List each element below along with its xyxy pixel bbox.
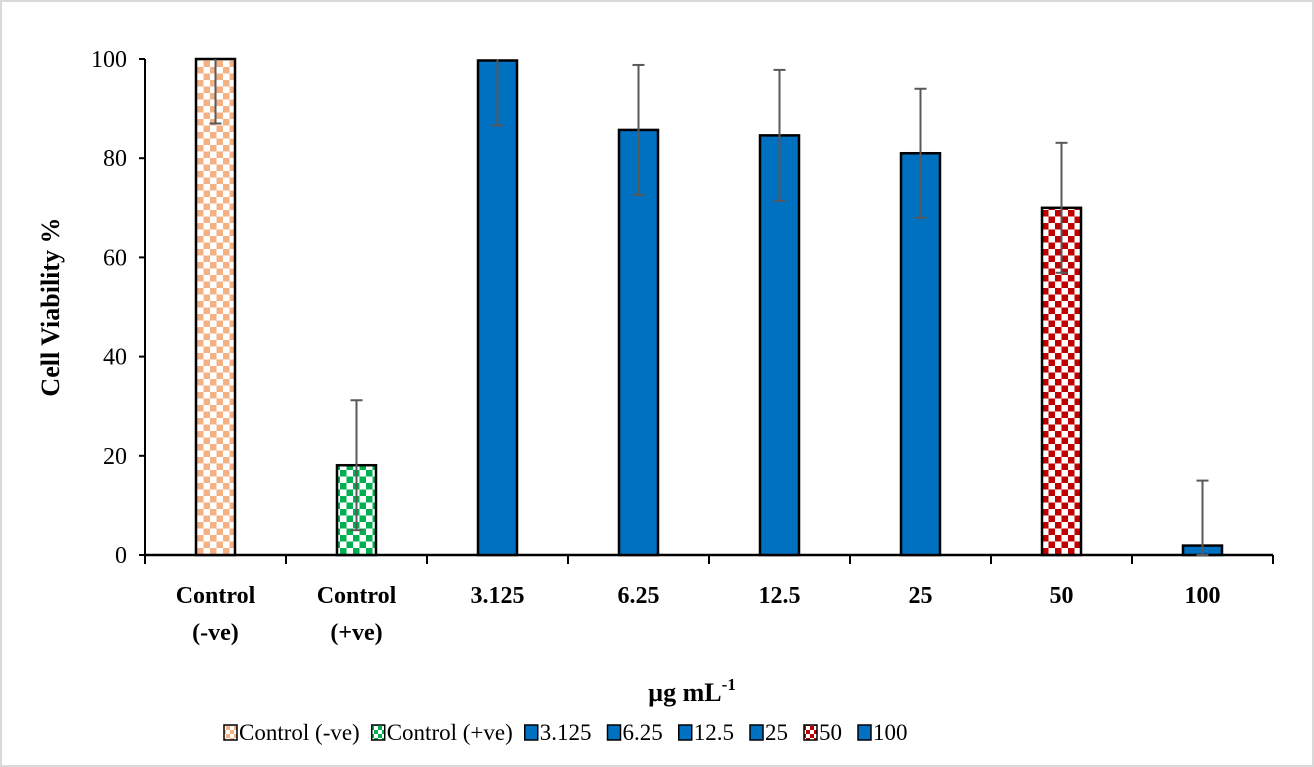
error-bar — [491, 59, 504, 127]
y-tick-label: 0 — [115, 543, 127, 569]
bar-6.25 — [617, 128, 660, 557]
bars — [194, 57, 1224, 557]
x-tick-label: 100 — [1185, 583, 1221, 609]
legend-label: 100 — [873, 720, 908, 745]
legend-swatch — [370, 724, 386, 741]
x-axis: Control (-ve) Control (+ve) 3.125 6.25 12.5 25 5… — [144, 553, 1274, 646]
x-tick-label-line2: (-ve) — [192, 620, 239, 646]
legend-item: Control (-ve) — [223, 720, 360, 745]
legend-label: 12.5 — [694, 720, 734, 745]
x-axis-title: µg mL-1 — [648, 675, 736, 707]
legend-swatch — [749, 724, 764, 741]
legend-label: 3.125 — [540, 720, 592, 745]
bar-25 — [899, 151, 942, 557]
legend-swatch — [524, 724, 539, 741]
y-axis-title: Cell Viability % — [36, 217, 65, 396]
legend-swatch — [857, 724, 872, 741]
legend-item: 3.125 — [524, 720, 592, 745]
error-bar — [773, 68, 786, 202]
y-tick-label: 80 — [103, 146, 127, 172]
x-tick-label-line2: (+ve) — [330, 620, 382, 646]
x-tick-label: 6.25 — [618, 583, 660, 609]
x-tick-label: 50 — [1050, 583, 1074, 609]
x-axis-title-superscript: -1 — [722, 675, 736, 694]
legend-label: Control (-ve) — [239, 720, 360, 745]
legend-label: 50 — [819, 720, 842, 745]
legend-label: 25 — [765, 720, 788, 745]
x-axis-title-main: µg mL — [648, 678, 721, 707]
y-axis: 0 20 40 60 80 100 — [91, 47, 146, 569]
x-tick-label: Control — [176, 583, 256, 609]
legend-item: 6.25 — [606, 720, 663, 745]
error-bar — [209, 59, 222, 125]
x-tick-label: 3.125 — [471, 583, 525, 609]
y-tick-label: 40 — [103, 345, 127, 371]
error-bar — [1055, 141, 1068, 274]
legend-label: Control (+ve) — [387, 720, 513, 745]
legend-swatch — [223, 724, 238, 741]
legend-swatch — [678, 724, 693, 741]
y-tick-label: 20 — [103, 444, 127, 470]
bar-control-ve- — [194, 57, 237, 557]
legend: Control (-ve) Control (+ve) 3.125 6.25 12.5 2… — [223, 720, 908, 745]
legend-swatch — [803, 724, 818, 741]
legend-item: 25 — [749, 720, 788, 745]
legend-item: Control (+ve) — [370, 720, 513, 745]
x-tick-label: 25 — [909, 583, 933, 609]
legend-item: 100 — [857, 720, 908, 745]
legend-item: 50 — [803, 720, 842, 745]
x-tick-label: 12.5 — [759, 583, 801, 609]
bar-3.125 — [476, 59, 519, 557]
y-tick-label: 100 — [91, 47, 127, 73]
error-bar — [632, 63, 645, 196]
error-bar — [1196, 479, 1209, 556]
legend-label: 6.25 — [623, 720, 663, 745]
error-bar — [350, 399, 363, 532]
error-bar — [914, 87, 927, 219]
x-tick-label: Control — [317, 583, 397, 609]
legend-item: 12.5 — [678, 720, 734, 745]
legend-swatch — [606, 724, 622, 741]
error-bars — [209, 59, 1209, 556]
y-tick-label: 60 — [103, 245, 127, 271]
